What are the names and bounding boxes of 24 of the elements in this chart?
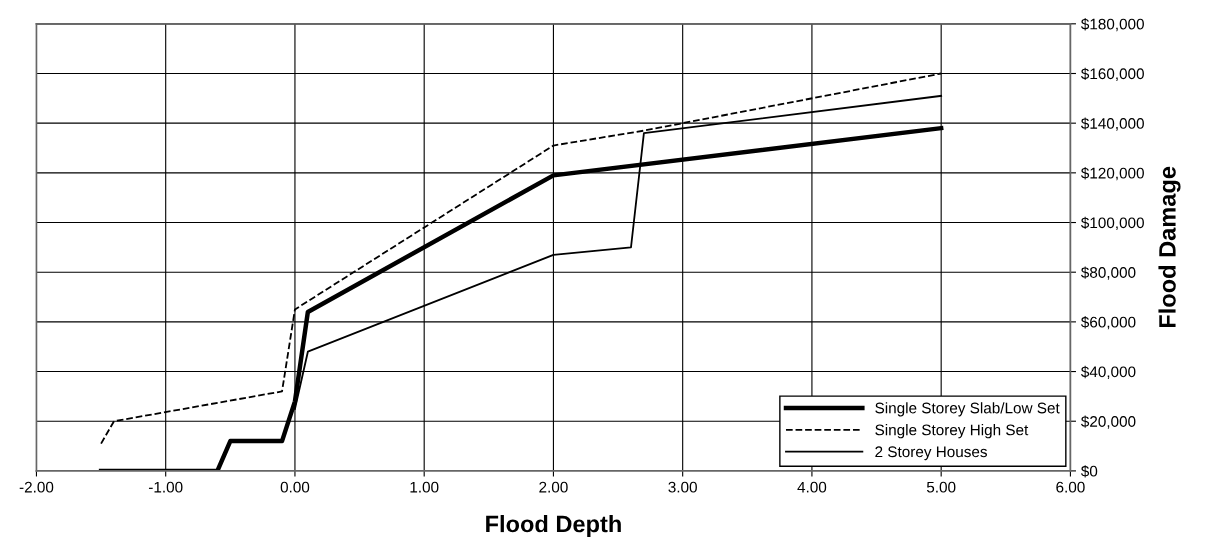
y-tick-label: $60,000 [1081, 316, 1136, 330]
legend-label: 2 Storey Houses [875, 446, 987, 461]
x-tick-label: 3.00 [668, 481, 697, 493]
x-axis-title: Flood Depth [486, 515, 621, 538]
y-tick-label: $180,000 [1081, 18, 1144, 32]
y-tick-label: $40,000 [1081, 365, 1136, 380]
y-tick-label: $120,000 [1081, 167, 1144, 181]
x-tick-label: 2.00 [539, 481, 568, 493]
legend-label: Single Storey High Set [875, 424, 1029, 439]
x-tick-label: 0.00 [280, 481, 310, 493]
x-tick-label: 1.00 [410, 481, 439, 493]
legend-label: Single Storey Slab/Low Set [875, 402, 1060, 417]
y-tick-label: $0 [1081, 465, 1098, 478]
x-tick-label: 4.00 [797, 481, 827, 493]
x-tick-label: 6.00 [1056, 481, 1085, 493]
y-tick-label: $80,000 [1081, 266, 1136, 280]
x-tick-label: -1.00 [148, 481, 183, 493]
y-tick-label: $140,000 [1081, 117, 1144, 131]
y-tick-label: $160,000 [1081, 67, 1144, 81]
x-tick-label: 5.00 [926, 481, 956, 493]
y-axis-title: Flood Damage [1158, 166, 1181, 328]
y-tick-label: $20,000 [1081, 415, 1136, 429]
y-tick-label: $100,000 [1081, 216, 1144, 231]
x-tick-label: -2.00 [19, 481, 54, 493]
